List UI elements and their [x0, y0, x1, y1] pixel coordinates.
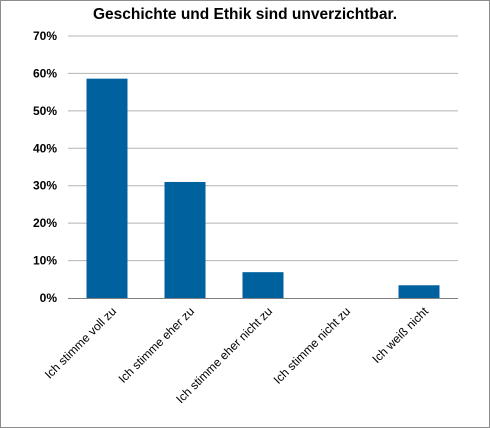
y-tick-label: 40%	[33, 141, 57, 155]
chart-title: Geschichte und Ethik sind unverzichtbar.	[92, 6, 398, 23]
bar	[398, 285, 440, 298]
bar	[164, 181, 206, 298]
x-category-label: Ich weiß nicht	[369, 304, 431, 366]
bar	[242, 272, 284, 298]
y-axis-tick-labels: 0% 10% 20% 30% 40% 50% 60% 70%	[33, 29, 57, 305]
y-tick-label: 50%	[33, 104, 57, 118]
x-category-label: Ich stimme voll zu	[42, 304, 119, 381]
y-tick-label: 70%	[33, 29, 57, 43]
x-category-label: Ich stimme nicht zu	[271, 304, 354, 387]
y-tick-label: 30%	[33, 179, 57, 193]
y-tick-label: 60%	[33, 66, 57, 80]
bar	[86, 78, 128, 298]
bars	[86, 78, 440, 298]
gridlines	[68, 35, 458, 262]
y-tick-label: 20%	[33, 216, 57, 230]
y-tick-label: 10%	[33, 254, 57, 268]
y-tick-label: 0%	[40, 291, 58, 305]
x-category-label: Ich stimme eher zu	[116, 304, 198, 386]
